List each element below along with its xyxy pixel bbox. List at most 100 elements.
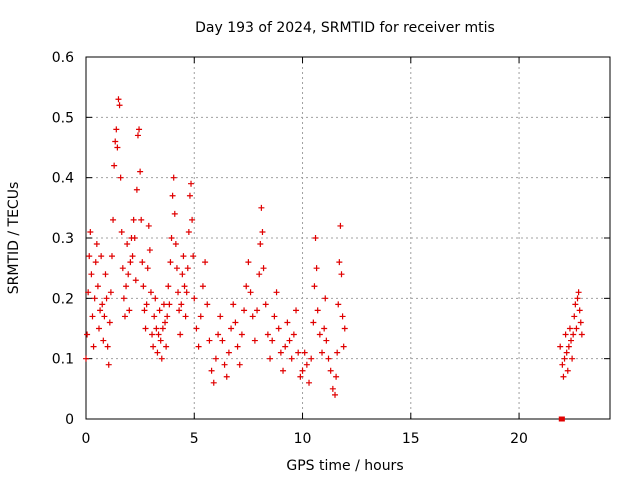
data-point [111, 162, 118, 169]
data-point [308, 355, 315, 362]
data-point [87, 228, 94, 235]
data-point [210, 379, 217, 386]
data-point [316, 331, 323, 338]
data-point [325, 355, 332, 362]
data-point [336, 259, 343, 266]
data-point [188, 180, 195, 187]
data-point [140, 283, 147, 290]
data-point [104, 343, 111, 350]
data-point [249, 313, 256, 320]
data-point [319, 349, 326, 356]
data-point [158, 355, 165, 362]
data-point [90, 343, 97, 350]
data-point [125, 271, 132, 278]
data-point [288, 355, 295, 362]
data-point [116, 102, 123, 109]
data-point [202, 259, 209, 266]
data-point [251, 337, 258, 344]
data-point [131, 235, 138, 241]
data-point [286, 337, 293, 344]
data-point [341, 325, 348, 332]
zero-point-marker [559, 416, 565, 422]
data-point [327, 367, 334, 374]
data-point [159, 325, 166, 332]
data-point [157, 337, 164, 344]
data-point [262, 301, 269, 308]
data-point [106, 319, 113, 326]
data-point [160, 301, 167, 308]
data-point [199, 283, 206, 290]
data-point [197, 313, 204, 320]
data-point [137, 168, 144, 175]
data-points [83, 96, 585, 422]
data-point [559, 361, 566, 368]
data-point [576, 307, 583, 314]
data-point [95, 325, 102, 332]
data-point [560, 373, 567, 380]
data-point [238, 331, 245, 338]
data-point [206, 337, 213, 344]
data-point [138, 216, 145, 223]
data-point [577, 319, 584, 326]
data-point [574, 295, 581, 302]
y-axis-label: SRMTID / TECUs [6, 182, 22, 295]
data-point [127, 259, 134, 266]
data-point [570, 331, 577, 338]
data-point [124, 241, 131, 248]
data-point [230, 301, 237, 308]
data-point [132, 277, 139, 284]
data-point [254, 307, 261, 314]
data-point [171, 210, 178, 217]
data-point [190, 253, 197, 260]
y-tick-label: 0.3 [52, 231, 74, 247]
data-point [179, 271, 186, 278]
data-point [186, 192, 193, 199]
data-point [101, 313, 108, 320]
data-point [133, 186, 140, 193]
data-point [139, 259, 146, 266]
data-point [183, 289, 190, 296]
data-point [208, 367, 215, 374]
data-point [105, 361, 112, 368]
data-point [204, 301, 211, 308]
data-point [267, 355, 274, 362]
data-point [145, 222, 152, 229]
x-tick-label: 5 [190, 431, 199, 447]
y-tick-label: 0.1 [52, 352, 74, 368]
data-point [217, 313, 224, 320]
data-point [212, 355, 219, 362]
data-point [86, 253, 93, 260]
data-point [275, 325, 282, 332]
data-point [144, 265, 151, 272]
data-point [155, 331, 162, 338]
data-point [557, 343, 564, 350]
data-point [215, 331, 222, 338]
data-point [168, 235, 175, 241]
axis-ticks: 0 0.1 0.2 0.3 0.4 0.5 0.6 0 5 10 15 20 [52, 50, 610, 447]
data-point [293, 307, 300, 314]
data-point [564, 367, 571, 374]
data-point [234, 343, 241, 350]
data-point [340, 343, 347, 350]
data-point [562, 331, 569, 338]
data-point [271, 313, 278, 320]
data-point [566, 325, 573, 332]
data-point [303, 361, 310, 368]
data-point [301, 349, 308, 356]
data-point [332, 391, 339, 398]
data-point [120, 295, 127, 302]
data-point [115, 96, 122, 103]
x-tick-label: 20 [510, 431, 528, 447]
data-point [284, 319, 291, 326]
data-point [99, 301, 106, 308]
data-point [277, 349, 284, 356]
data-point [185, 228, 192, 235]
data-point [264, 331, 271, 338]
data-point [280, 367, 287, 374]
data-point [178, 301, 185, 308]
x-tick-label: 15 [402, 431, 420, 447]
data-point [575, 289, 582, 296]
data-point [153, 325, 160, 332]
data-point [173, 265, 180, 272]
